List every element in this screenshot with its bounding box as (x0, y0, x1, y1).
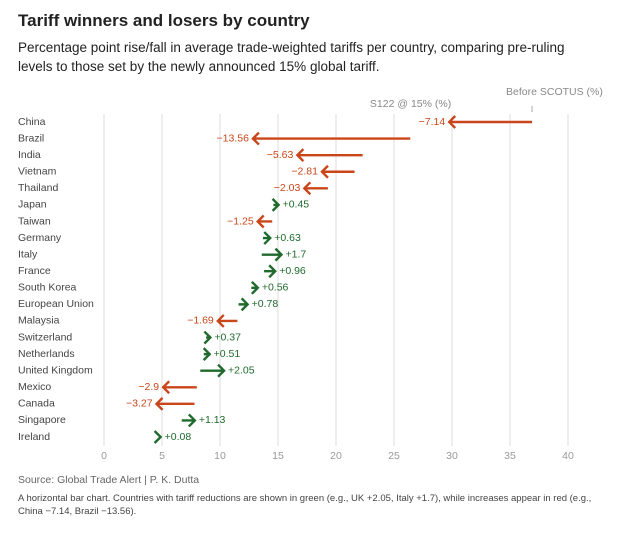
y-tick-label: Brazil (18, 132, 44, 144)
y-tick-label: France (18, 265, 51, 277)
arrow (153, 430, 163, 444)
arrow (202, 347, 212, 361)
data-label: −13.56 (217, 132, 250, 144)
y-tick-label: United Kingdom (18, 364, 93, 376)
arrow-path (250, 280, 260, 295)
y-tick-label: Japan (18, 199, 47, 211)
y-tick-label: Thailand (18, 182, 58, 194)
y-tick-label: Vietnam (18, 166, 57, 178)
y-tick-label: India (18, 149, 41, 161)
data-label: −2.81 (291, 166, 318, 178)
data-label: +0.51 (214, 348, 241, 360)
legend-label: S122 @ 15% (%) (370, 98, 451, 110)
y-tick-label: Malaysia (18, 315, 60, 327)
y-tick-label: European Union (18, 298, 94, 310)
arrow (200, 363, 226, 378)
arrow-path (202, 347, 212, 361)
arrow-path (216, 314, 238, 328)
arrow (447, 115, 533, 129)
arrow-path (261, 247, 284, 262)
arrow (261, 247, 284, 262)
x-tick-label: 0 (101, 450, 107, 462)
arrow (320, 164, 355, 179)
arrow (161, 380, 197, 395)
arrow-path (153, 430, 163, 444)
data-label: −2.9 (138, 381, 159, 393)
x-tick-label: 25 (388, 450, 400, 462)
chart-subtitle: Percentage point rise/fall in average tr… (18, 40, 565, 74)
data-label: +0.56 (262, 282, 289, 294)
x-tick-label: 20 (330, 450, 342, 462)
data-label: +0.96 (279, 265, 306, 277)
y-tick-label: Germany (18, 232, 62, 244)
data-label: +0.08 (165, 431, 192, 443)
data-label: −1.25 (227, 215, 254, 227)
data-label: +1.13 (199, 414, 226, 426)
arrow (238, 297, 250, 312)
arrow-path (320, 164, 355, 179)
chart: 0 5 10 15 20 25 30 35 40 S122 @ 15% (%) Before SCO… (18, 86, 603, 462)
arrow-path (295, 148, 363, 163)
arrow (295, 148, 363, 163)
data-label: −1.69 (187, 315, 214, 327)
y-tick-label: Mexico (18, 381, 51, 393)
data-label: −3.27 (126, 398, 153, 410)
arrow (251, 131, 411, 146)
data-label: +0.37 (214, 331, 241, 343)
arrow-path (181, 413, 197, 428)
data-label: +0.45 (283, 199, 310, 211)
data-label: +0.78 (252, 298, 279, 310)
x-tick-label: 40 (562, 450, 574, 462)
arrow-path (264, 264, 277, 279)
arrow-path (238, 297, 250, 312)
data-label: −2.03 (274, 182, 301, 194)
arrow-path (302, 181, 328, 196)
arrow-path (256, 214, 273, 229)
y-tick-label: Netherlands (18, 348, 75, 360)
arrow-path (154, 397, 195, 411)
y-tick-label: Switzerland (18, 331, 72, 343)
data-label: −7.14 (419, 116, 446, 128)
arrow-path (161, 380, 197, 395)
arrow-path (200, 363, 226, 378)
data-label: +0.63 (274, 232, 301, 244)
x-tick-label: 30 (446, 450, 458, 462)
y-tick-label: China (18, 116, 46, 128)
arrow (264, 264, 277, 279)
arrow (181, 413, 197, 428)
arrow-path (203, 330, 213, 345)
y-tick-label: Taiwan (18, 215, 51, 227)
arrow (302, 181, 328, 196)
arrow (271, 198, 281, 212)
arrow (262, 231, 272, 245)
data-label: −5.63 (267, 149, 294, 161)
y-tick-label: South Korea (18, 282, 77, 294)
note: A horizontal bar chart. Countries with t… (18, 493, 592, 517)
arrow-path (262, 231, 272, 245)
x-tick-label: 15 (272, 450, 284, 462)
data-label: +2.05 (228, 364, 255, 376)
arrow-path (251, 131, 411, 146)
arrow-path (447, 115, 533, 129)
arrow (250, 280, 260, 295)
x-tick-label: 5 (159, 450, 165, 462)
x-tick-label: 35 (504, 450, 516, 462)
data-label: +1.7 (285, 248, 306, 260)
y-tick-label: Italy (18, 248, 38, 260)
arrow (256, 214, 273, 229)
arrow-path (271, 198, 281, 212)
x-tick-label: 10 (214, 450, 226, 462)
arrow (216, 314, 238, 328)
source: Source: Global Trade Alert | P. K. Dutta (18, 474, 200, 486)
y-tick-label: Ireland (18, 431, 50, 443)
chart-title: Tariff winners and losers by country (18, 11, 310, 30)
y-tick-label: Canada (18, 398, 55, 410)
y-tick-label: Singapore (18, 414, 66, 426)
legend-label: Before SCOTUS (%) (506, 86, 603, 98)
arrow (203, 330, 213, 345)
arrow (154, 397, 195, 411)
